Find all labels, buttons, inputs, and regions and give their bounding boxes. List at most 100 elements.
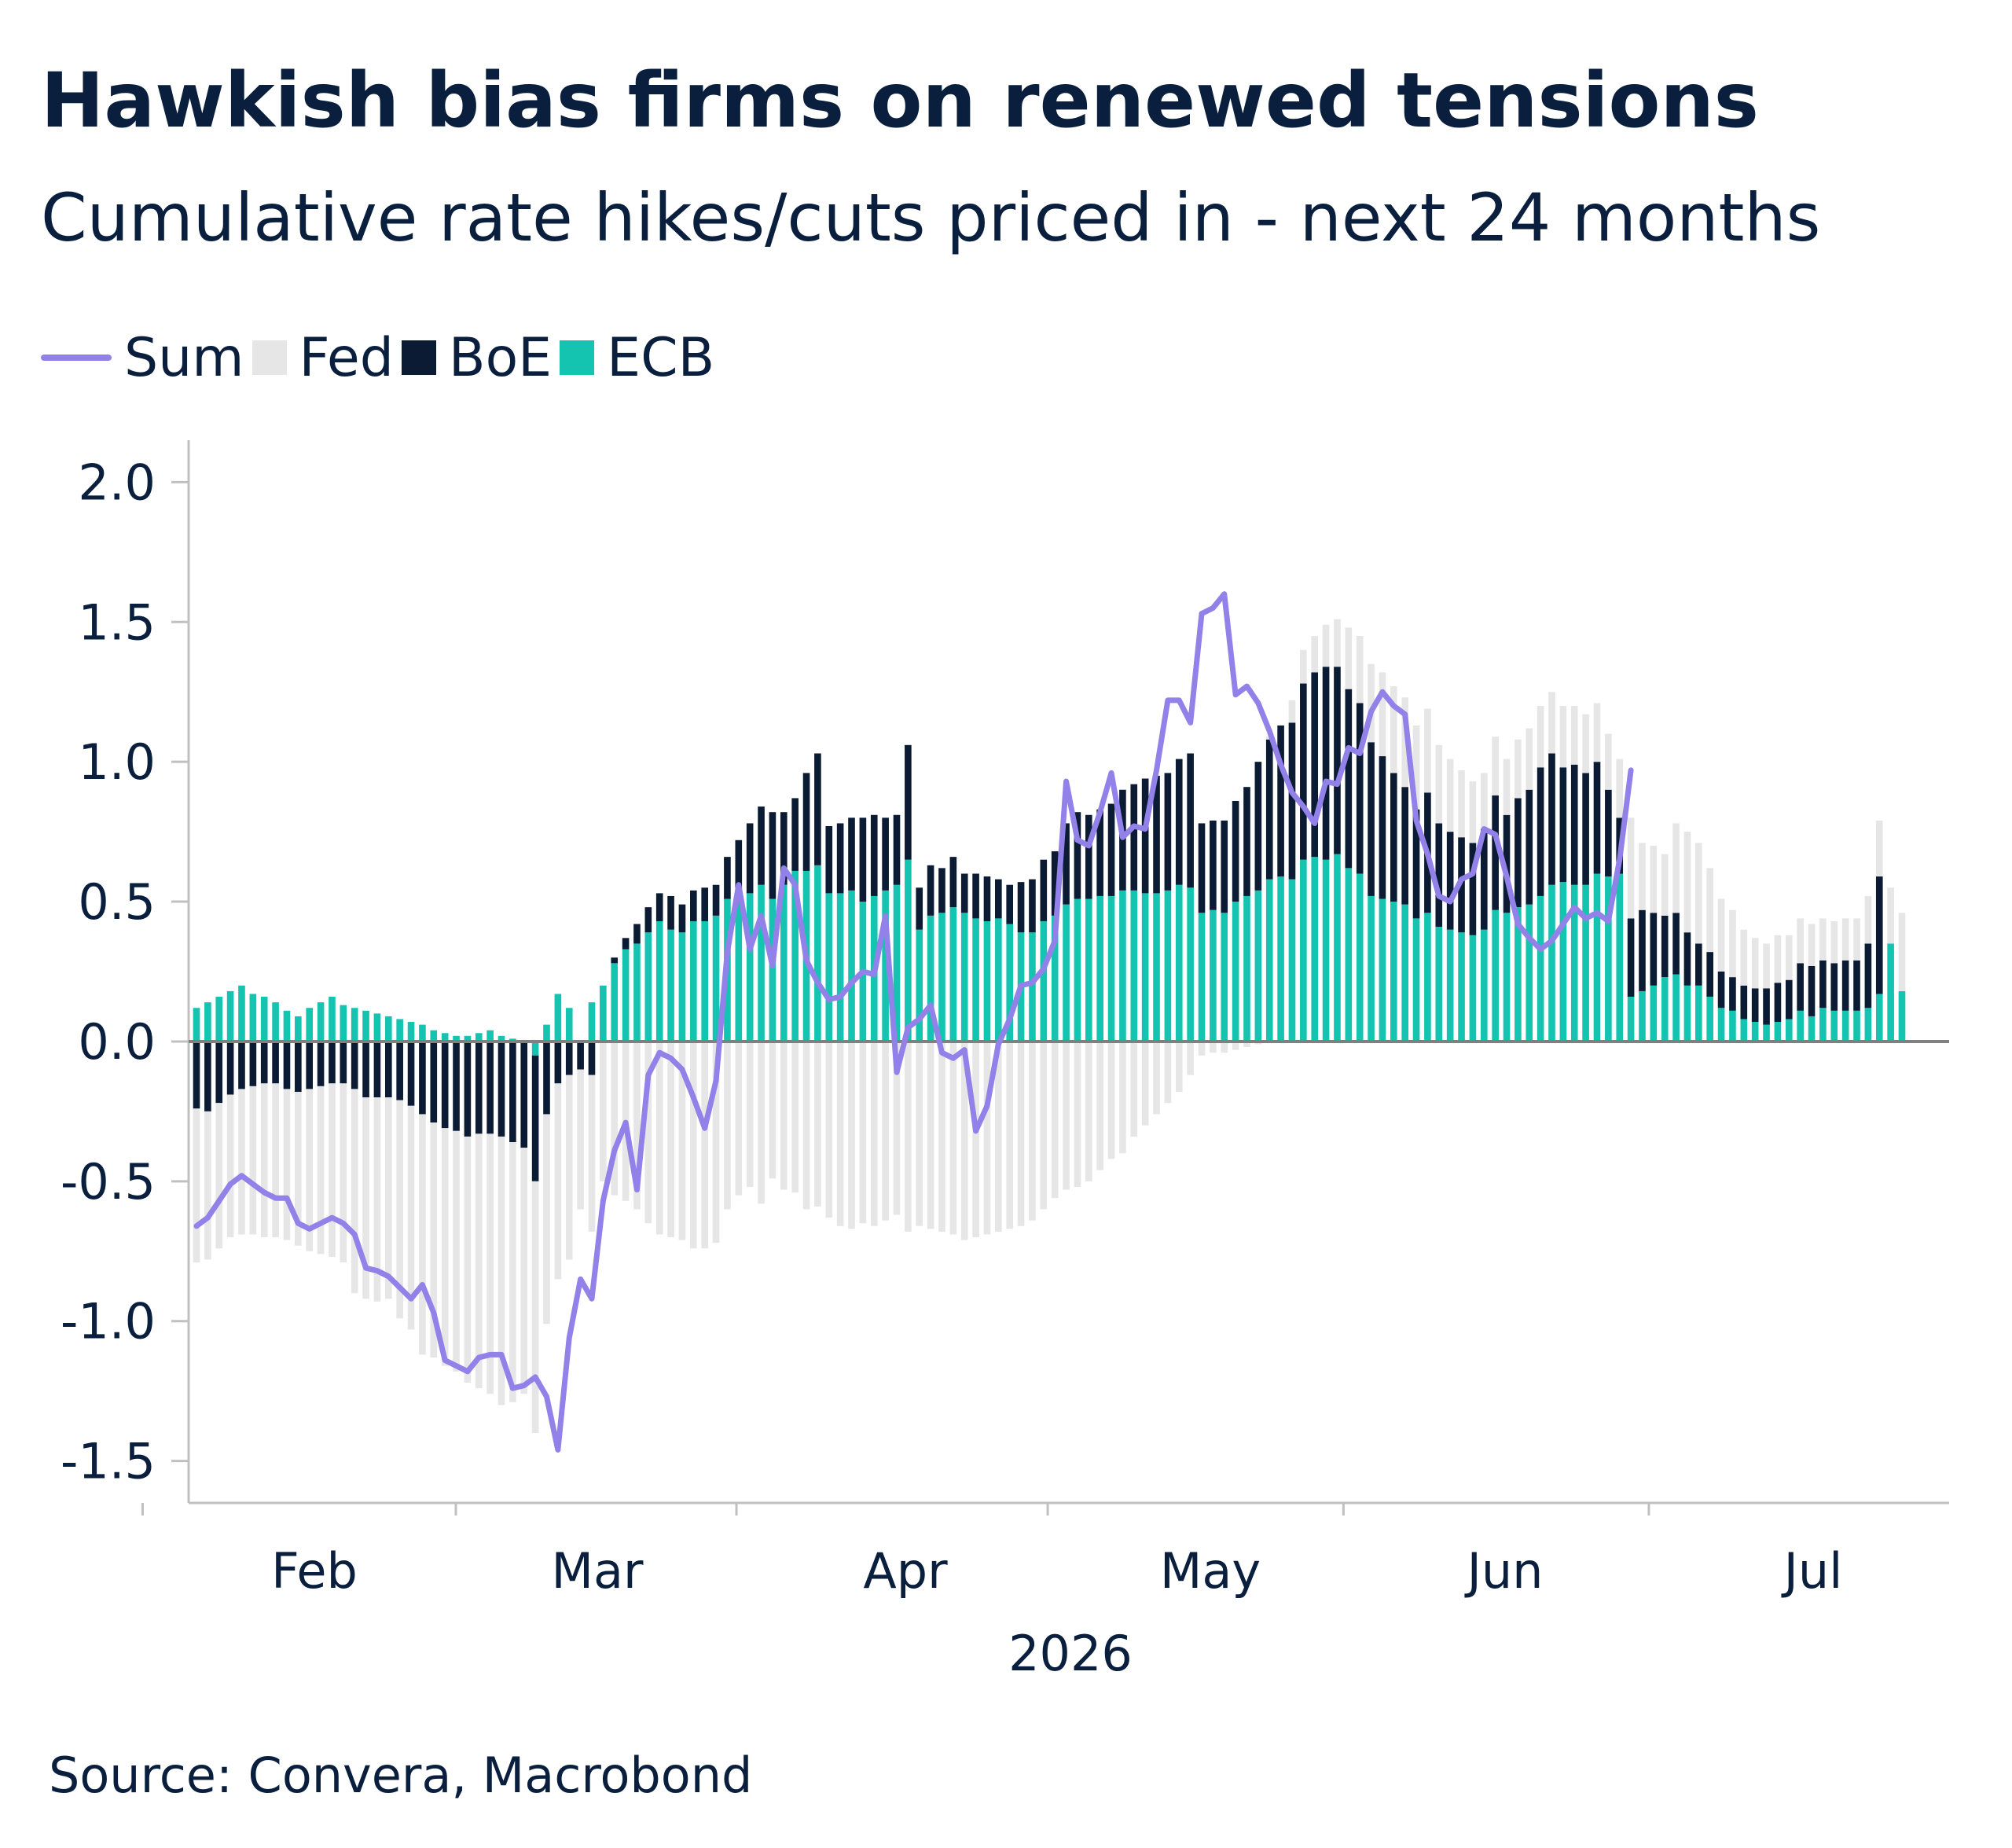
boe-bar	[836, 823, 844, 894]
boe-bar	[1390, 773, 1397, 902]
boe-bar	[520, 1041, 528, 1148]
fed-bar	[407, 1105, 415, 1330]
ecb-bar	[758, 884, 765, 1042]
fed-bar	[848, 1041, 855, 1229]
boe-bar	[1210, 820, 1217, 910]
fed-bar	[1887, 887, 1894, 944]
boe-bar	[1830, 963, 1838, 1011]
ecb-bar	[1446, 929, 1454, 1042]
fed-bar	[600, 1041, 607, 1181]
boe-bar	[1221, 820, 1228, 913]
boe-bar	[690, 890, 697, 921]
ecb-bar	[1830, 1010, 1838, 1042]
ecb-bar	[690, 920, 697, 1042]
boe-bar	[351, 1041, 358, 1089]
x-tick-label: Jun	[1464, 1542, 1544, 1600]
boe-bar	[1774, 983, 1782, 1023]
fed-bar	[678, 1041, 686, 1240]
fed-bar	[1390, 686, 1397, 773]
boe-bar	[1063, 823, 1070, 905]
ecb-bar	[611, 963, 619, 1042]
boe-bar	[1265, 739, 1273, 880]
fed-bar	[1243, 1041, 1250, 1048]
fed-bar	[724, 1041, 731, 1210]
ecb-bar	[1616, 873, 1624, 1042]
legend-label-sum: Sum	[124, 326, 244, 389]
fed-bar	[419, 1114, 426, 1355]
fed-bar	[972, 1041, 979, 1237]
boe-bar	[1683, 932, 1691, 986]
ecb-bar	[407, 1022, 415, 1042]
fed-bar	[509, 1142, 516, 1402]
boe-bar	[1345, 689, 1353, 869]
fed-bar	[983, 1041, 991, 1235]
ecb-bar	[1548, 884, 1555, 1042]
fed-bar	[870, 1041, 878, 1226]
fed-bar	[317, 1086, 325, 1255]
fed-bar	[249, 1086, 257, 1235]
ecb-bar	[430, 1030, 438, 1042]
boe-bar	[1254, 762, 1262, 891]
fed-bar	[1300, 649, 1307, 684]
boe-bar	[893, 814, 901, 885]
boe-bar	[509, 1041, 516, 1143]
ecb-bar	[1526, 904, 1533, 1042]
ecb-bar	[1187, 887, 1194, 1042]
fed-bar	[396, 1100, 403, 1319]
rate-chart: 2.0 1.5 1.0 0.5 0.0 -0.5 -1.0 -1.5 Feb Mar Apr May J…	[61, 440, 1949, 1682]
ecb-bar	[667, 929, 674, 1042]
boe-bar	[1435, 823, 1443, 928]
boe-bar	[340, 1041, 347, 1084]
fed-bar	[1639, 843, 1646, 910]
boe-bar	[362, 1041, 369, 1098]
fed-bar	[1311, 636, 1319, 673]
boe-bar	[1526, 789, 1533, 905]
ecb-bar	[588, 1002, 596, 1042]
fed-bar	[373, 1097, 381, 1302]
fed-bar	[1198, 1041, 1206, 1056]
fed-bar	[1368, 663, 1375, 743]
legend-swatch-boe	[401, 340, 436, 375]
fed-bar	[329, 1083, 336, 1257]
fed-bar	[1085, 1041, 1092, 1181]
ecb-bar	[1198, 913, 1206, 1042]
fed-bar	[1706, 868, 1713, 953]
ecb-bar	[1469, 935, 1477, 1042]
ecb-bar	[848, 890, 855, 1042]
ecb-bar	[1785, 1019, 1793, 1042]
boe-bar	[1503, 814, 1511, 913]
boe-bar	[1187, 753, 1194, 888]
boe-bar	[554, 1041, 562, 1084]
ecb-bar	[1085, 898, 1092, 1042]
ecb-bar	[893, 884, 901, 1042]
fed-bar	[938, 1041, 945, 1232]
fed-bar	[802, 1041, 810, 1210]
ecb-bar	[1040, 920, 1048, 1042]
boe-bar	[1085, 814, 1092, 899]
ecb-bar	[814, 865, 821, 1042]
ecb-bar	[351, 1008, 358, 1042]
boe-bar	[1808, 965, 1816, 1016]
boe-bar	[1322, 667, 1330, 860]
ecb-bar	[1401, 904, 1408, 1042]
boe-bar	[1096, 809, 1103, 896]
fed-bar	[1751, 938, 1759, 989]
fed-bar	[1006, 1041, 1014, 1229]
y-tick-label: -1.0	[61, 1293, 156, 1350]
ecb-bar	[1390, 902, 1397, 1042]
boe-bar	[995, 879, 1002, 919]
fed-bar	[735, 1041, 743, 1196]
fed-bar	[1797, 918, 1804, 964]
fed-bar	[464, 1136, 472, 1383]
boe-bar	[1017, 882, 1025, 933]
boe-bar	[1119, 789, 1126, 891]
boe-bar	[1006, 884, 1014, 924]
ecb-bar	[633, 943, 641, 1042]
fed-bar	[633, 1041, 641, 1210]
ecb-bar	[1898, 990, 1906, 1042]
fed-bar	[825, 1041, 833, 1218]
boe-bar	[622, 938, 630, 950]
fed-bar	[1841, 918, 1849, 961]
boe-bar	[238, 1041, 245, 1089]
boe-bar	[1864, 943, 1872, 1009]
